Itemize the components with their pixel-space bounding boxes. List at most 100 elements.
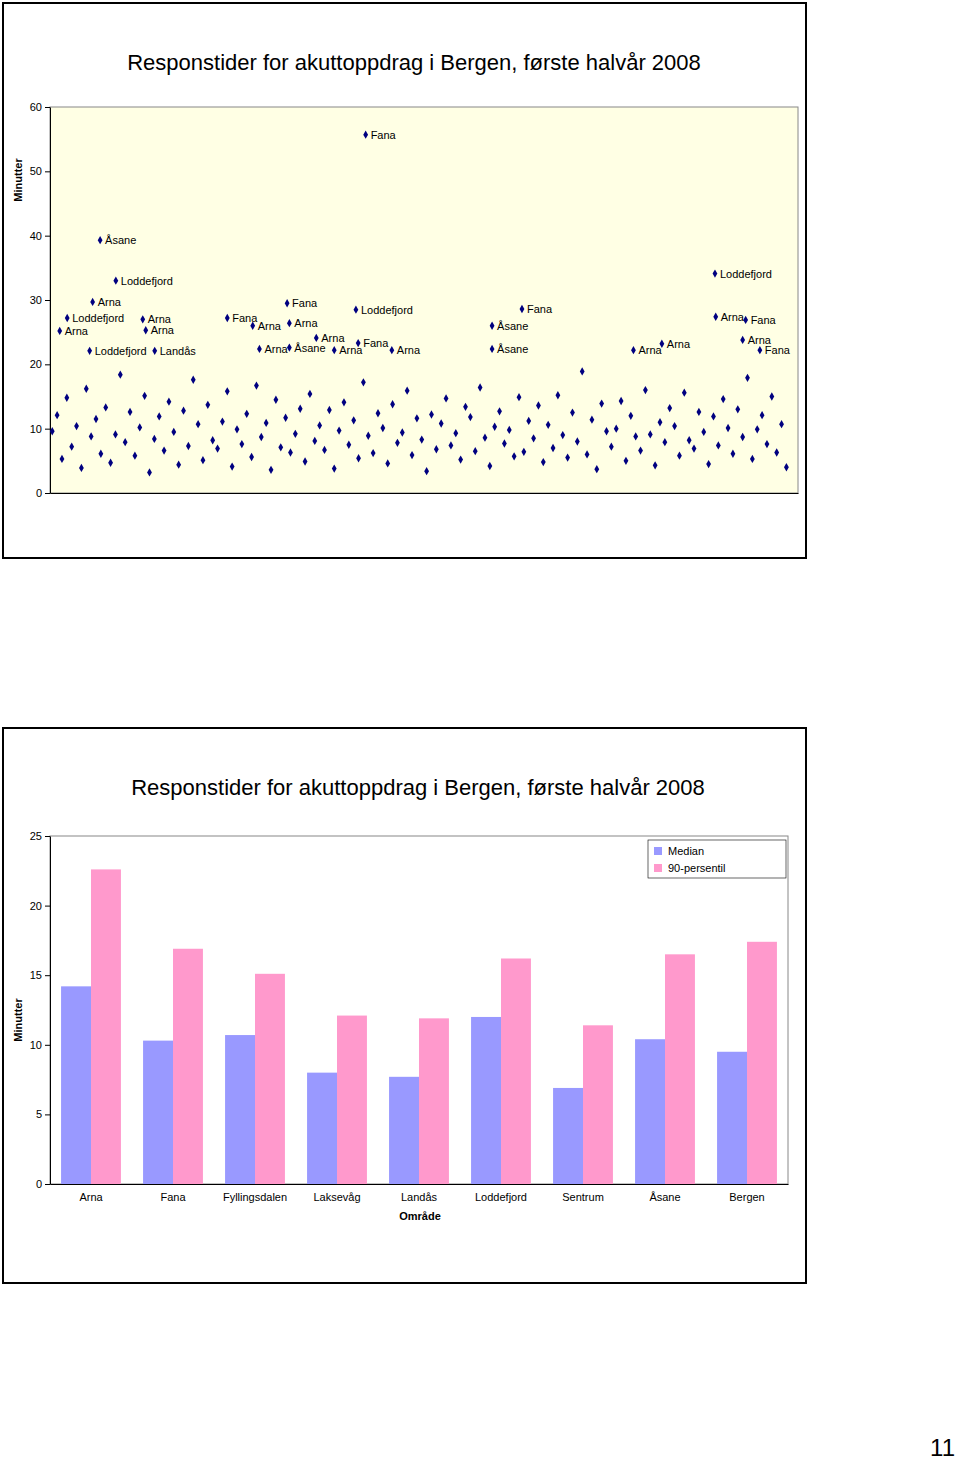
point bbox=[79, 464, 84, 472]
point bbox=[590, 415, 595, 423]
point bbox=[487, 462, 492, 470]
tick: Arna bbox=[79, 1184, 103, 1203]
point bbox=[609, 443, 614, 451]
bar bbox=[635, 1039, 665, 1184]
legend-box bbox=[648, 840, 786, 878]
bar bbox=[717, 1052, 747, 1184]
point bbox=[555, 391, 560, 399]
point-label: Fana bbox=[527, 303, 553, 315]
tick-mark bbox=[45, 975, 50, 976]
point bbox=[167, 397, 172, 405]
tick-label: 30 bbox=[30, 294, 42, 306]
point bbox=[769, 392, 774, 400]
tick: 0 bbox=[36, 1178, 50, 1190]
point bbox=[414, 414, 419, 422]
tick: 20 bbox=[30, 358, 50, 370]
point bbox=[653, 461, 658, 469]
legend-label: 90-persentil bbox=[668, 862, 725, 874]
point bbox=[740, 433, 745, 441]
point-label: Åsane bbox=[105, 234, 136, 246]
point bbox=[624, 457, 629, 465]
point bbox=[682, 388, 687, 396]
point bbox=[614, 425, 619, 433]
point bbox=[677, 452, 682, 460]
point bbox=[354, 305, 359, 313]
axis-line bbox=[51, 1184, 789, 1185]
point bbox=[507, 426, 512, 434]
point bbox=[716, 441, 721, 449]
point bbox=[244, 410, 249, 418]
point bbox=[740, 336, 745, 344]
point bbox=[298, 405, 303, 413]
tick-label: 20 bbox=[30, 900, 42, 912]
legend-swatch bbox=[654, 864, 662, 872]
point bbox=[449, 441, 454, 449]
tick-label: Loddefjord bbox=[475, 1191, 527, 1203]
tick-mark bbox=[45, 364, 50, 365]
point bbox=[463, 403, 468, 411]
point bbox=[701, 428, 706, 436]
point-label: Arna bbox=[65, 325, 89, 337]
point bbox=[774, 448, 779, 456]
point-label: Arna bbox=[667, 338, 691, 350]
point bbox=[721, 395, 726, 403]
point bbox=[687, 436, 692, 444]
point bbox=[390, 400, 395, 408]
point bbox=[713, 269, 718, 277]
axis-title: Minutter bbox=[12, 158, 24, 202]
point bbox=[444, 394, 449, 402]
tick: 60 bbox=[30, 101, 50, 113]
tick: 5 bbox=[36, 1108, 50, 1120]
point bbox=[483, 434, 488, 442]
point bbox=[342, 398, 347, 406]
point bbox=[288, 448, 293, 456]
point bbox=[696, 408, 701, 416]
tick-label: 25 bbox=[30, 830, 42, 842]
tick-label: Arna bbox=[79, 1191, 103, 1203]
page: Responstider for akuttoppdrag i Bergen, … bbox=[0, 0, 960, 1464]
point bbox=[89, 432, 94, 440]
point bbox=[162, 446, 167, 454]
point bbox=[726, 424, 731, 432]
tick-label: Sentrum bbox=[562, 1191, 604, 1203]
point bbox=[220, 417, 225, 425]
axis-title: Område bbox=[399, 1210, 441, 1222]
point bbox=[215, 444, 220, 452]
x-axis: ArnaFanaFyllingsdalenLaksevågLandåsLodde… bbox=[51, 1184, 789, 1203]
point-label: Arna bbox=[151, 324, 175, 336]
tick-label: Bergen bbox=[729, 1191, 764, 1203]
tick-mark bbox=[45, 1184, 50, 1185]
point-label: Landås bbox=[160, 345, 197, 357]
bars bbox=[61, 869, 777, 1184]
point bbox=[171, 428, 176, 436]
point bbox=[152, 347, 157, 355]
tick: 50 bbox=[30, 165, 50, 177]
point-label: Loddefjord bbox=[361, 304, 413, 316]
point bbox=[123, 438, 128, 446]
point bbox=[273, 396, 278, 404]
point bbox=[512, 452, 517, 460]
tick: 0 bbox=[36, 487, 50, 499]
point bbox=[225, 387, 230, 395]
point-label: Arna bbox=[98, 296, 122, 308]
point bbox=[492, 423, 497, 431]
point bbox=[760, 411, 765, 419]
point bbox=[356, 454, 361, 462]
point bbox=[132, 452, 137, 460]
point bbox=[745, 374, 750, 382]
point bbox=[521, 448, 526, 456]
bar bbox=[225, 1035, 255, 1184]
point-label: Arna bbox=[294, 317, 318, 329]
point bbox=[152, 435, 157, 443]
point bbox=[337, 426, 342, 434]
bar bbox=[389, 1077, 419, 1184]
point bbox=[662, 438, 667, 446]
tick: 10 bbox=[30, 1039, 50, 1051]
point bbox=[575, 437, 580, 445]
point bbox=[64, 394, 69, 402]
point-label: Loddefjord bbox=[72, 312, 124, 324]
point-label: Fana bbox=[371, 129, 397, 141]
bar bbox=[337, 1016, 367, 1184]
point bbox=[551, 444, 556, 452]
tick: Åsane bbox=[649, 1184, 680, 1203]
